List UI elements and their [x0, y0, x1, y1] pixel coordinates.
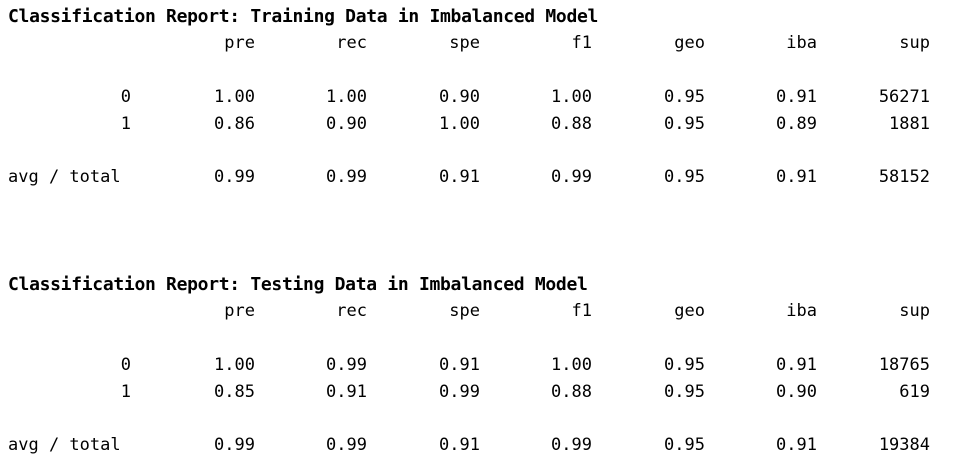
header-spe: spe	[449, 301, 480, 321]
cell-geo: 0.95	[664, 355, 705, 375]
header-geo: geo	[674, 301, 705, 321]
testing-report: Classification Report: Testing Data in I…	[8, 272, 938, 459]
cell-sup: 56271	[878, 87, 930, 107]
cell-sup: 18765	[878, 355, 930, 375]
cell-spe: 0.90	[439, 87, 480, 107]
cell-sup: 58152	[878, 167, 930, 187]
table-row: 1 0.86 0.90 1.00 0.88 0.95 0.89 1881	[8, 111, 938, 138]
table-row: 1 0.85 0.91 0.99 0.88 0.95 0.90 619	[8, 379, 938, 406]
cell-iba: 0.89	[776, 114, 817, 134]
cell-sup: 19384	[878, 435, 930, 455]
cell-pre: 1.00	[214, 355, 255, 375]
cell-f1: 0.88	[551, 382, 592, 402]
header-rec: rec	[336, 301, 367, 321]
header-rec: rec	[336, 33, 367, 53]
table-row: 0 1.00 0.99 0.91 1.00 0.95 0.91 18765	[8, 352, 938, 379]
cell-rec: 0.99	[326, 435, 367, 455]
cell-pre: 0.86	[214, 114, 255, 134]
header-iba: iba	[786, 301, 817, 321]
cell-geo: 0.95	[664, 382, 705, 402]
cell-iba: 0.91	[776, 87, 817, 107]
total-label: avg / total	[8, 167, 121, 187]
cell-rec: 0.99	[326, 355, 367, 375]
header-row: pre rec spe f1 geo iba sup	[8, 298, 938, 325]
cell-f1: 0.99	[551, 435, 592, 455]
cell-iba: 0.91	[776, 435, 817, 455]
cell-iba: 0.91	[776, 167, 817, 187]
cell-iba: 0.90	[776, 382, 817, 402]
class-label: 1	[120, 382, 131, 402]
header-sup: sup	[899, 33, 930, 53]
header-sup: sup	[899, 301, 930, 321]
header-f1: f1	[571, 33, 592, 53]
cell-spe: 0.91	[439, 355, 480, 375]
cell-rec: 0.91	[326, 382, 367, 402]
header-row: pre rec spe f1 geo iba sup	[8, 30, 938, 57]
class-label: 1	[120, 114, 131, 134]
header-geo: geo	[674, 33, 705, 53]
total-label: avg / total	[8, 435, 121, 455]
cell-pre: 0.85	[214, 382, 255, 402]
training-report: Classification Report: Training Data in …	[8, 4, 938, 191]
report-title: Classification Report: Testing Data in I…	[8, 274, 588, 295]
cell-pre: 0.99	[214, 435, 255, 455]
report-title: Classification Report: Training Data in …	[8, 6, 599, 27]
cell-f1: 1.00	[551, 355, 592, 375]
class-label: 0	[120, 355, 131, 375]
header-f1: f1	[571, 301, 592, 321]
cell-f1: 1.00	[551, 87, 592, 107]
header-pre: pre	[224, 33, 255, 53]
cell-pre: 0.99	[214, 167, 255, 187]
cell-geo: 0.95	[664, 167, 705, 187]
header-spe: spe	[449, 33, 480, 53]
total-row: avg / total 0.99 0.99 0.91 0.99 0.95 0.9…	[8, 432, 938, 459]
cell-rec: 0.99	[326, 167, 367, 187]
cell-rec: 1.00	[326, 87, 367, 107]
cell-spe: 0.99	[439, 382, 480, 402]
cell-spe: 1.00	[439, 114, 480, 134]
header-iba: iba	[786, 33, 817, 53]
cell-f1: 0.99	[551, 167, 592, 187]
cell-rec: 0.90	[326, 114, 367, 134]
cell-pre: 1.00	[214, 87, 255, 107]
cell-geo: 0.95	[664, 87, 705, 107]
cell-geo: 0.95	[664, 435, 705, 455]
cell-spe: 0.91	[439, 435, 480, 455]
cell-geo: 0.95	[664, 114, 705, 134]
total-row: avg / total 0.99 0.99 0.91 0.99 0.95 0.9…	[8, 164, 938, 191]
cell-iba: 0.91	[776, 355, 817, 375]
cell-f1: 0.88	[551, 114, 592, 134]
class-label: 0	[120, 87, 131, 107]
cell-sup: 619	[899, 382, 930, 402]
table-row: 0 1.00 1.00 0.90 1.00 0.95 0.91 56271	[8, 84, 938, 111]
cell-spe: 0.91	[439, 167, 480, 187]
cell-sup: 1881	[889, 114, 930, 134]
header-pre: pre	[224, 301, 255, 321]
